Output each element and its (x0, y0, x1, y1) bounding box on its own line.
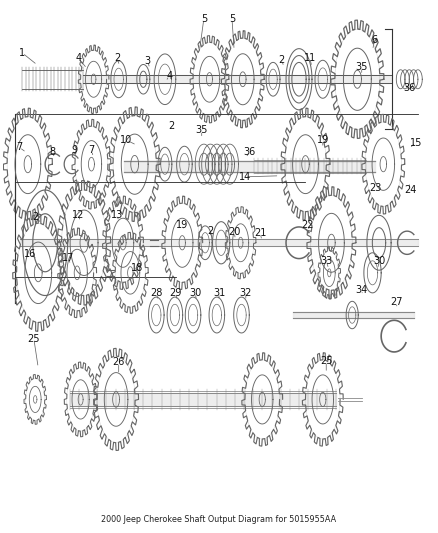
Text: 9: 9 (71, 146, 77, 156)
Text: 18: 18 (131, 263, 143, 272)
Text: 5: 5 (229, 14, 235, 23)
Text: 35: 35 (356, 62, 368, 72)
Text: 19: 19 (176, 220, 188, 230)
Text: 2000 Jeep Cherokee Shaft Output Diagram for 5015955AA: 2000 Jeep Cherokee Shaft Output Diagram … (102, 515, 336, 524)
Text: 36: 36 (243, 147, 255, 157)
Text: 2: 2 (207, 225, 213, 236)
Text: 6: 6 (371, 35, 378, 45)
Text: 27: 27 (390, 297, 403, 308)
Text: 5: 5 (201, 14, 207, 23)
Text: 23: 23 (369, 183, 382, 193)
Text: 16: 16 (24, 249, 36, 259)
Text: 25: 25 (28, 334, 40, 344)
Text: 2: 2 (168, 121, 175, 131)
Text: 28: 28 (150, 288, 162, 298)
Text: 3: 3 (145, 56, 151, 66)
Text: 12: 12 (72, 211, 85, 220)
Text: 30: 30 (189, 288, 201, 298)
Text: 1: 1 (19, 48, 25, 58)
Text: 30: 30 (373, 256, 385, 266)
Text: 2: 2 (32, 212, 39, 222)
Text: 4: 4 (75, 53, 81, 63)
Text: 8: 8 (49, 147, 56, 157)
Text: 2: 2 (114, 53, 120, 63)
Text: 13: 13 (111, 211, 124, 220)
Text: 36: 36 (403, 83, 415, 93)
Text: 19: 19 (317, 135, 329, 145)
Text: 24: 24 (404, 185, 417, 195)
Text: 34: 34 (356, 285, 368, 295)
Text: 10: 10 (120, 135, 132, 145)
Text: 2: 2 (279, 55, 285, 64)
Text: 26: 26 (113, 358, 125, 367)
Text: 17: 17 (61, 253, 74, 263)
Text: 14: 14 (239, 172, 251, 182)
Text: 22: 22 (301, 220, 314, 230)
Text: 33: 33 (320, 256, 332, 266)
Text: 21: 21 (254, 228, 266, 238)
Text: 7: 7 (16, 142, 22, 152)
Text: 7: 7 (88, 146, 95, 156)
Text: 25: 25 (320, 357, 332, 367)
Text: 20: 20 (228, 227, 240, 237)
Text: 32: 32 (240, 288, 252, 298)
Text: 4: 4 (166, 70, 172, 80)
Text: 35: 35 (195, 125, 208, 135)
Text: 29: 29 (170, 288, 182, 298)
Text: 31: 31 (213, 288, 225, 298)
Text: 11: 11 (304, 53, 316, 63)
Text: 15: 15 (410, 138, 422, 148)
